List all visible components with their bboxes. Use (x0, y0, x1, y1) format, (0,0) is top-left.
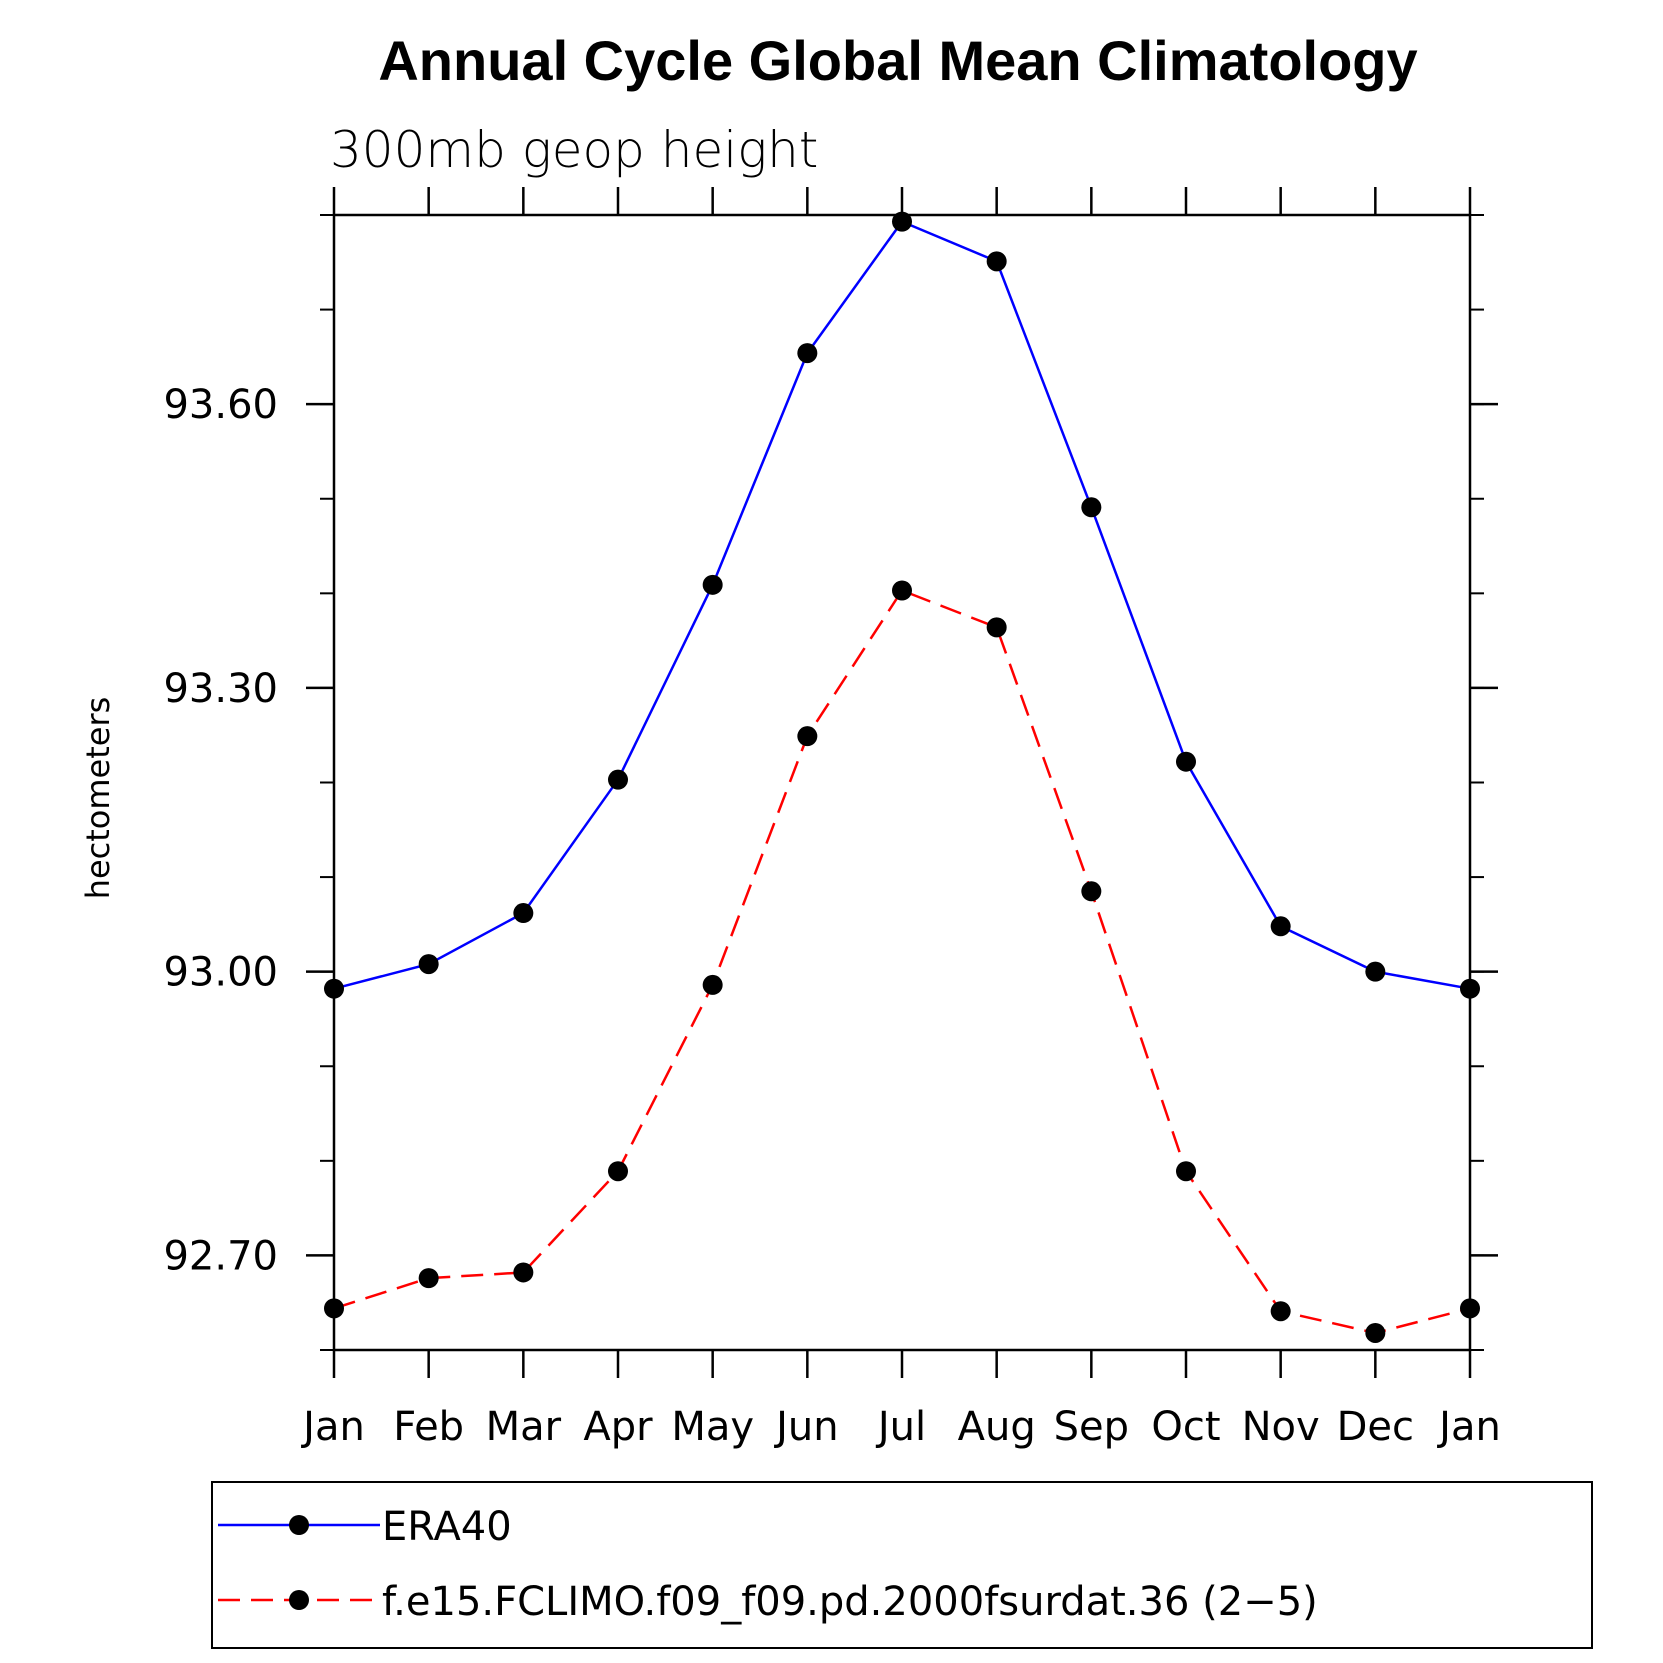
legend-box (211, 1481, 1593, 1649)
x-tick-label: Feb (393, 1404, 464, 1450)
series-1-point (1365, 1322, 1386, 1343)
series-0-point (1270, 916, 1291, 937)
legend-marker-model (289, 1590, 309, 1610)
series-0-point (797, 343, 818, 364)
x-tick-label: Jun (773, 1404, 839, 1450)
series-0-point (1460, 978, 1480, 999)
series-1-point (1460, 1298, 1480, 1319)
x-tick-label: Dec (1337, 1404, 1414, 1450)
series-0-point (608, 769, 628, 790)
chart-subtitle: 300mb geop height (330, 121, 818, 179)
series-1-point (324, 1298, 344, 1319)
x-tick-label: Nov (1242, 1404, 1320, 1450)
x-tick-label: Jul (875, 1404, 926, 1450)
series-1-point (702, 974, 723, 995)
series-1-point (1270, 1301, 1291, 1322)
series-0-point (986, 251, 1007, 272)
series-0-point (892, 211, 912, 232)
series-1-point (986, 617, 1007, 638)
y-axis-label: hectometers (79, 697, 117, 900)
legend: ERA40 f.e15.FCLIMO.f09_f09.pd.2000fsurda… (211, 1481, 1593, 1649)
legend-marker-era40 (289, 1515, 309, 1535)
series-1-point (418, 1268, 439, 1289)
y-tick-label: 92.70 (163, 1233, 278, 1279)
series-0-point (324, 978, 344, 999)
x-tick-label: May (671, 1404, 754, 1450)
series-1-point (892, 580, 912, 601)
series-0-point (1176, 751, 1196, 772)
series-0-point (1081, 497, 1102, 518)
plot-frame (332, 213, 1472, 1352)
y-tick-label: 93.00 (163, 950, 278, 996)
chart-title: Annual Cycle Global Mean Climatology (378, 29, 1417, 92)
y-tick-label: 93.60 (163, 382, 278, 428)
series-1-point (1176, 1161, 1196, 1182)
series-0-point (513, 903, 534, 924)
series-0-point (418, 954, 439, 975)
x-tick-label: Jan (300, 1404, 365, 1450)
x-tick-label: Mar (486, 1404, 562, 1450)
series-0-point (1365, 961, 1386, 982)
series-line-1 (333, 588, 1471, 1335)
x-tick-label: Apr (583, 1404, 653, 1450)
series-1-point (608, 1161, 628, 1182)
legend-label-era40: ERA40 (382, 1504, 512, 1550)
series-line-0 (333, 220, 1471, 990)
series-1-point (1081, 881, 1102, 902)
legend-label-model: f.e15.FCLIMO.f09_f09.pd.2000fsurdat.36 (… (382, 1579, 1318, 1625)
series-1-point (797, 726, 818, 747)
y-tick-label: 93.30 (163, 666, 278, 712)
x-tick-label: Jan (1436, 1404, 1501, 1450)
x-tick-label: Aug (958, 1404, 1036, 1450)
x-tick-label: Oct (1151, 1404, 1220, 1450)
series-1-point (513, 1262, 534, 1283)
x-tick-label: Sep (1054, 1404, 1129, 1450)
series-0-point (702, 574, 723, 595)
